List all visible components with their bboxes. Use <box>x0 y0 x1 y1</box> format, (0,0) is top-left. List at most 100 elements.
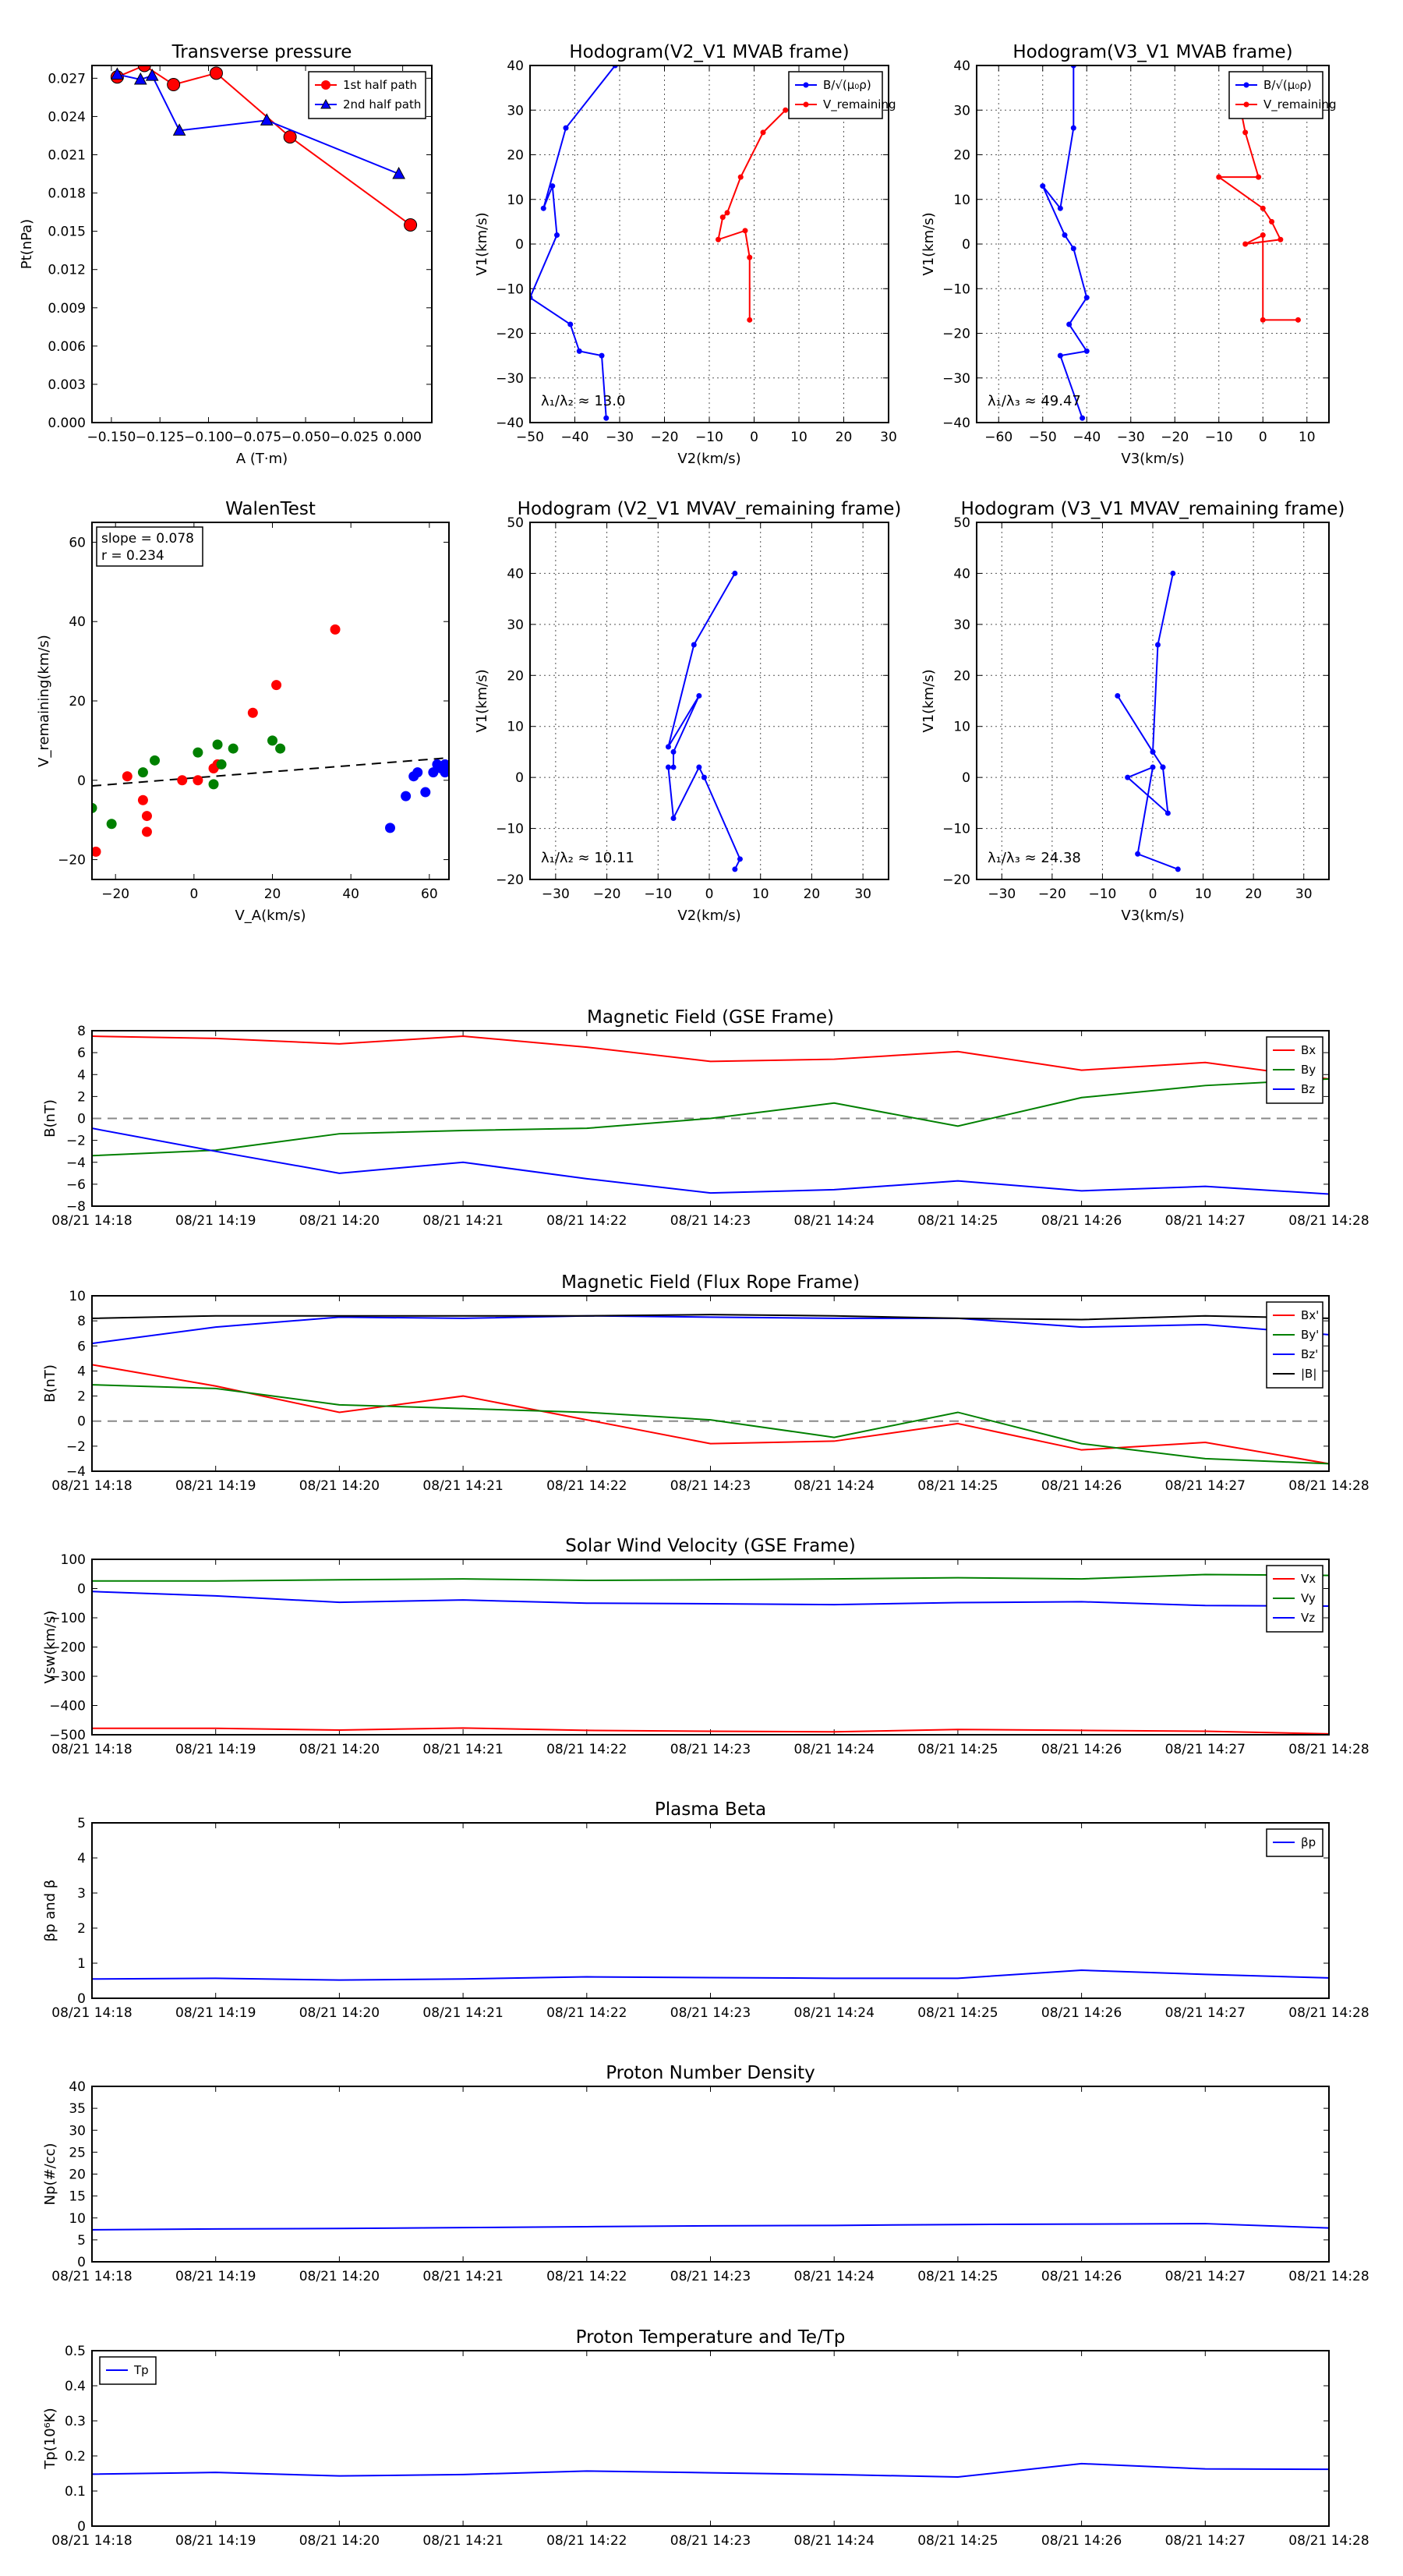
x-axis-label: A (T·m) <box>236 451 288 467</box>
x-tick-label: 20 <box>264 886 281 902</box>
data-point <box>719 214 726 221</box>
series-line-1 <box>117 73 400 175</box>
y-axis-label: V1(km/s) <box>921 669 937 732</box>
data-point <box>209 66 223 80</box>
chart-h2: Hodogram(V3_V1 MVAB frame) −60 −50 −40 −30 −2… <box>921 42 1337 467</box>
data-point <box>691 642 697 648</box>
x-tick-label: 08/21 14:26 <box>1041 1213 1122 1229</box>
data-point <box>392 166 405 179</box>
chart-walen: WalenTest −20 0 20 40 60 −20 0 20 40 60 V_A(km/s) V_… <box>36 499 450 924</box>
y-tick-label: 0 <box>962 770 970 786</box>
legend-box <box>308 71 426 119</box>
plot-frame <box>976 65 1330 423</box>
plot-area <box>92 1969 1329 1981</box>
plot-area <box>92 624 449 857</box>
x-tick-label: 08/21 14:19 <box>175 1478 256 1494</box>
y-tick-label: 3 <box>77 1886 86 1902</box>
x-tick-label: −40 <box>1073 430 1101 445</box>
x-tick-label: 08/21 14:18 <box>51 1478 132 1494</box>
x-tick-label: 08/21 14:19 <box>175 2005 256 2021</box>
data-point <box>724 210 730 216</box>
chart-h3: Hodogram (V2_V1 MVAV_remaining frame) −30… <box>474 499 901 924</box>
data-point <box>283 130 297 144</box>
y-tick-label: 1 <box>77 1956 86 1972</box>
plot-frame <box>91 1559 1330 1736</box>
data-point <box>665 744 671 750</box>
y-axis-label: B(nT) <box>42 1364 58 1403</box>
scatter-point <box>92 846 101 857</box>
y-tick-label: 40 <box>507 566 524 582</box>
y-tick-label: 30 <box>69 2123 86 2139</box>
series-line-0 <box>1041 65 1088 419</box>
y-tick-label: 10 <box>953 193 970 208</box>
plot-area <box>1115 570 1181 872</box>
chart-np: Proton Number Density 08/21 14:18 08/21 14… <box>42 2063 1369 2284</box>
y-axis-label: Tp(10⁶K) <box>42 2408 58 2469</box>
legend-label: 2nd half path <box>343 97 421 111</box>
x-tick-label: 08/21 14:22 <box>546 1478 627 1494</box>
series-line-0 <box>92 1969 1329 1981</box>
y-tick-label: 0 <box>77 1414 86 1430</box>
data-point <box>1278 236 1284 242</box>
x-tick-label: 08/21 14:23 <box>670 2533 751 2549</box>
x-tick-label: −20 <box>651 430 679 445</box>
plot-area <box>92 1035 1329 1195</box>
x-axis-label: V2(km/s) <box>677 908 740 924</box>
chart-title: Hodogram (V3_V1 MVAV_remaining frame) <box>961 499 1345 519</box>
y-tick-label: 0.4 <box>65 2379 86 2394</box>
chart-title: Hodogram(V2_V1 MVAB frame) <box>569 42 849 62</box>
scatter-point <box>106 819 117 830</box>
legend: B/√(μ₀ρ) V_remaining <box>788 71 896 119</box>
data-point <box>1040 183 1046 189</box>
y-tick-label: −4 <box>66 1155 86 1171</box>
scatter-point <box>444 763 449 774</box>
plot-area <box>665 570 743 872</box>
y-tick-label: 30 <box>507 617 524 633</box>
x-tick-label: 08/21 14:22 <box>546 1742 627 1757</box>
legend: Bx' By' Bz' |B| <box>1266 1301 1323 1389</box>
legend-label: V_remaining <box>1263 97 1337 112</box>
data-point <box>1164 810 1171 816</box>
series-line-1 <box>92 1573 1329 1582</box>
data-point <box>1260 205 1266 211</box>
chart-vsw: Solar Wind Velocity (GSE Frame) 08/21 14:… <box>42 1536 1369 1757</box>
legend: Vx Vy Vz <box>1266 1565 1323 1633</box>
stats-line: slope = 0.078 <box>101 531 194 547</box>
y-axis-label: Pt(nPa) <box>19 219 35 269</box>
scatter-point <box>177 775 188 786</box>
data-point <box>1216 174 1222 180</box>
chart-h4: Hodogram (V3_V1 MVAV_remaining frame) −30… <box>921 499 1345 924</box>
y-tick-label: 4 <box>77 1851 86 1867</box>
y-tick-label: 0 <box>77 2255 86 2270</box>
fit-line <box>92 756 449 787</box>
x-tick-label: 08/21 14:21 <box>422 1478 503 1494</box>
plot-frame <box>91 65 433 423</box>
legend-label: 1st half path <box>343 78 417 92</box>
y-tick-label: 0 <box>962 237 970 253</box>
x-tick-label: 08/21 14:26 <box>1041 2269 1122 2284</box>
y-tick-label: −40 <box>496 416 524 431</box>
y-tick-label: 50 <box>507 515 524 531</box>
x-tick-label: −10 <box>695 430 723 445</box>
x-tick-label: 20 <box>836 430 853 445</box>
data-point <box>1080 415 1086 421</box>
x-tick-label: −30 <box>606 430 634 445</box>
scatter-point <box>216 759 227 770</box>
x-tick-label: 08/21 14:23 <box>670 2269 751 2284</box>
x-tick-label: 10 <box>790 430 808 445</box>
y-tick-label: 0.5 <box>65 2344 86 2359</box>
x-tick-label: 0 <box>1259 430 1267 445</box>
series-line-0 <box>1116 573 1179 870</box>
x-tick-label: 08/21 14:23 <box>670 1742 751 1757</box>
data-point <box>670 748 677 755</box>
x-tick-label: 08/21 14:27 <box>1165 1478 1246 1494</box>
x-tick-label: 08/21 14:24 <box>794 2005 875 2021</box>
data-point <box>576 348 582 354</box>
y-tick-label: −10 <box>496 281 524 297</box>
plot-area <box>92 2223 1329 2231</box>
y-tick-label: 35 <box>69 2101 86 2117</box>
plot-frame <box>91 2350 1330 2527</box>
y-tick-label: −8 <box>66 1199 86 1215</box>
x-tick-label: 08/21 14:26 <box>1041 2005 1122 2021</box>
